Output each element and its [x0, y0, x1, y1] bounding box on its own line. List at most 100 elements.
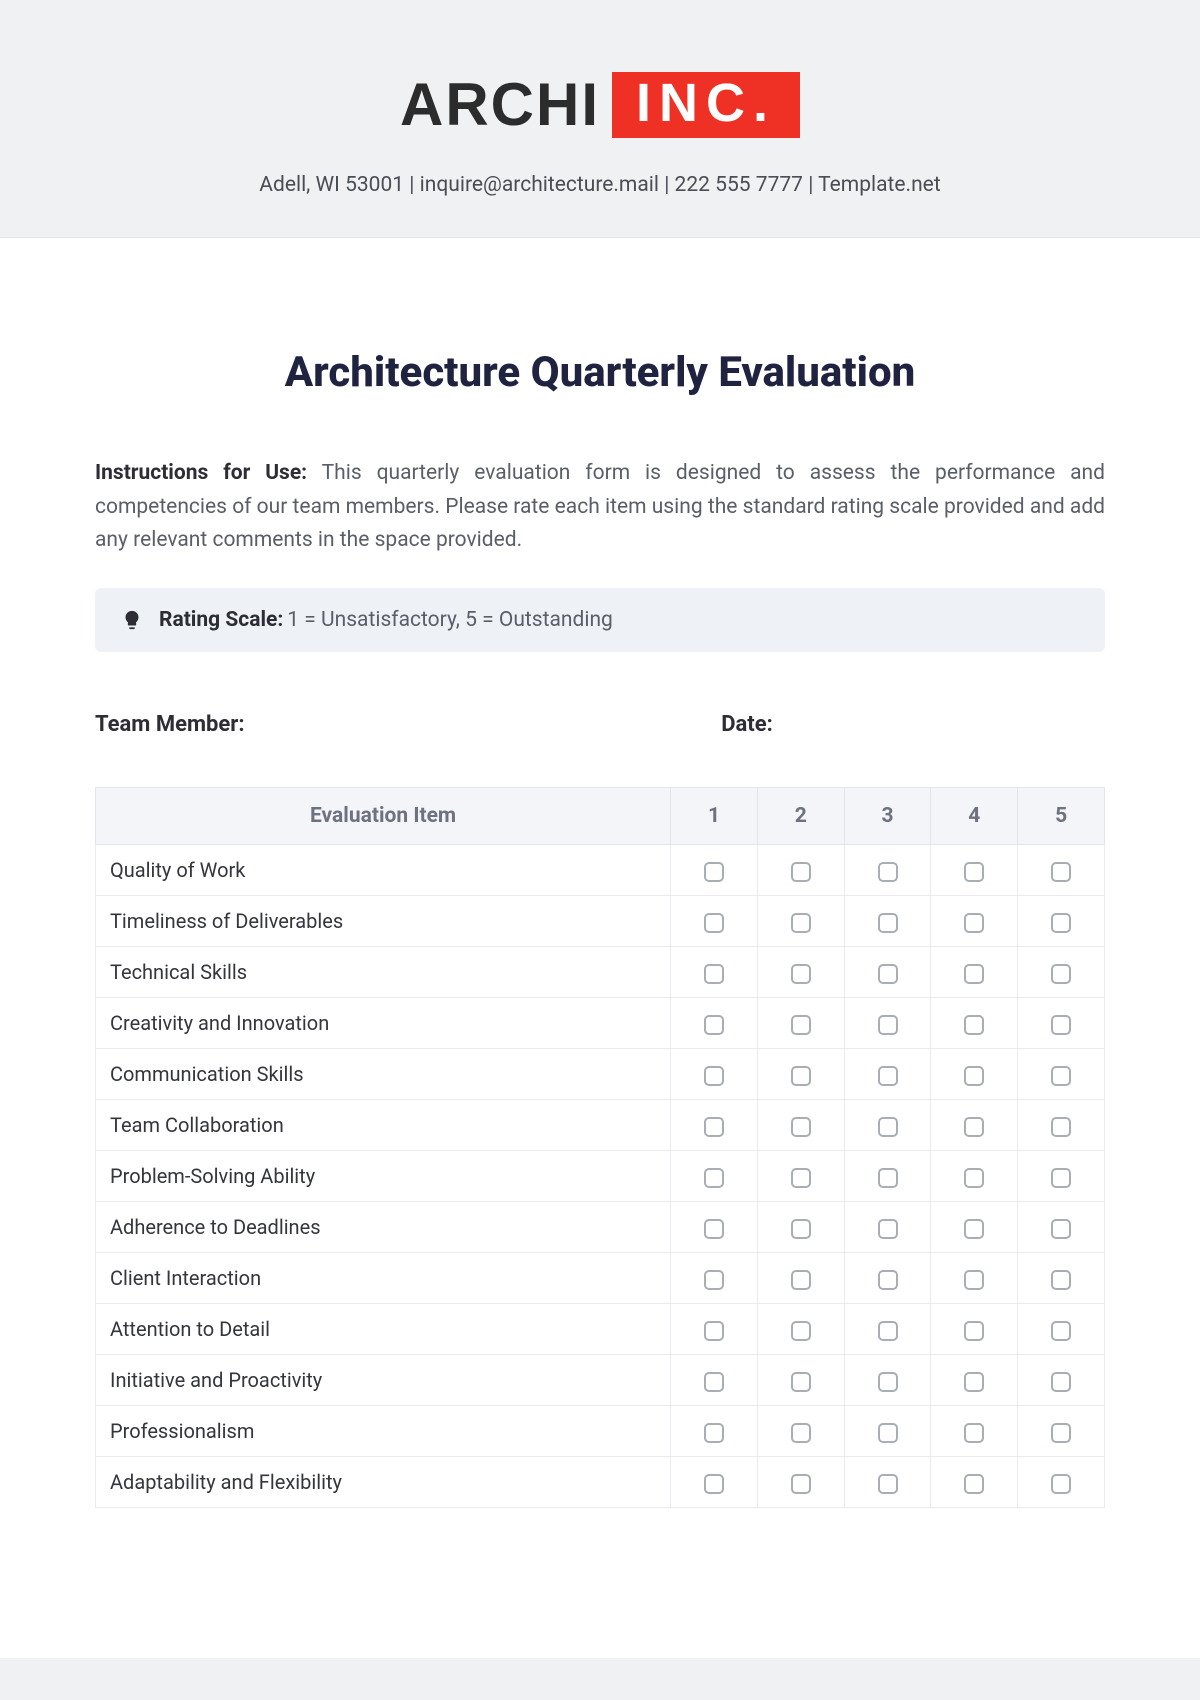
rating-checkbox[interactable]	[704, 964, 724, 984]
rating-checkbox[interactable]	[1051, 862, 1071, 882]
rating-checkbox[interactable]	[1051, 964, 1071, 984]
rating-checkbox[interactable]	[704, 1372, 724, 1392]
rating-checkbox[interactable]	[964, 862, 984, 882]
rating-checkbox[interactable]	[791, 1321, 811, 1341]
lightbulb-icon	[121, 609, 143, 631]
rating-checkbox[interactable]	[878, 964, 898, 984]
rating-checkbox[interactable]	[964, 1423, 984, 1443]
rating-checkbox[interactable]	[791, 1219, 811, 1239]
rating-checkbox[interactable]	[791, 1372, 811, 1392]
page-body: Architecture Quarterly Evaluation Instru…	[0, 238, 1200, 1658]
rating-checkbox[interactable]	[791, 862, 811, 882]
rating-checkbox[interactable]	[964, 1270, 984, 1290]
rating-checkbox[interactable]	[791, 1270, 811, 1290]
rating-checkbox[interactable]	[791, 1474, 811, 1494]
rating-checkbox[interactable]	[1051, 1372, 1071, 1392]
rating-checkbox[interactable]	[1051, 1168, 1071, 1188]
rating-checkbox[interactable]	[791, 913, 811, 933]
rating-checkbox[interactable]	[704, 1168, 724, 1188]
rating-cell	[931, 1048, 1018, 1099]
rating-cell	[671, 1150, 758, 1201]
rating-checkbox[interactable]	[878, 913, 898, 933]
rating-checkbox[interactable]	[1051, 1474, 1071, 1494]
rating-checkbox[interactable]	[878, 1168, 898, 1188]
rating-checkbox[interactable]	[791, 1015, 811, 1035]
rating-checkbox[interactable]	[704, 1423, 724, 1443]
table-row: Initiative and Proactivity	[96, 1354, 1105, 1405]
rating-checkbox[interactable]	[964, 1474, 984, 1494]
rating-checkbox[interactable]	[964, 1015, 984, 1035]
rating-cell	[844, 895, 931, 946]
rating-checkbox[interactable]	[1051, 1321, 1071, 1341]
rating-checkbox[interactable]	[878, 1372, 898, 1392]
rating-checkbox[interactable]	[704, 1117, 724, 1137]
rating-checkbox[interactable]	[878, 1066, 898, 1086]
rating-checkbox[interactable]	[964, 1321, 984, 1341]
rating-checkbox[interactable]	[1051, 1117, 1071, 1137]
rating-cell	[757, 1354, 844, 1405]
rating-scale-label: Rating Scale:	[159, 608, 283, 632]
rating-checkbox[interactable]	[878, 1219, 898, 1239]
rating-cell	[931, 946, 1018, 997]
rating-checkbox[interactable]	[704, 913, 724, 933]
table-row: Professionalism	[96, 1405, 1105, 1456]
separator: |	[664, 173, 674, 197]
evaluation-item-label: Communication Skills	[96, 1048, 671, 1099]
col-header-4: 4	[931, 787, 1018, 844]
rating-checkbox[interactable]	[878, 1321, 898, 1341]
rating-checkbox[interactable]	[878, 862, 898, 882]
evaluation-item-label: Client Interaction	[96, 1252, 671, 1303]
rating-cell	[1018, 1405, 1105, 1456]
rating-checkbox[interactable]	[1051, 1423, 1071, 1443]
rating-checkbox[interactable]	[878, 1270, 898, 1290]
rating-cell	[931, 1150, 1018, 1201]
rating-checkbox[interactable]	[1051, 1219, 1071, 1239]
rating-cell	[931, 844, 1018, 895]
rating-checkbox[interactable]	[704, 1474, 724, 1494]
page-title: Architecture Quarterly Evaluation	[95, 348, 1105, 397]
evaluation-item-label: Timeliness of Deliverables	[96, 895, 671, 946]
rating-checkbox[interactable]	[704, 1321, 724, 1341]
rating-checkbox[interactable]	[878, 1015, 898, 1035]
rating-checkbox[interactable]	[964, 1219, 984, 1239]
rating-checkbox[interactable]	[878, 1117, 898, 1137]
rating-cell	[1018, 1048, 1105, 1099]
rating-checkbox[interactable]	[704, 862, 724, 882]
rating-checkbox[interactable]	[964, 1168, 984, 1188]
rating-checkbox[interactable]	[964, 913, 984, 933]
rating-checkbox[interactable]	[1051, 913, 1071, 933]
evaluation-item-label: Initiative and Proactivity	[96, 1354, 671, 1405]
rating-checkbox[interactable]	[704, 1270, 724, 1290]
table-row: Quality of Work	[96, 844, 1105, 895]
rating-cell	[844, 1048, 931, 1099]
rating-checkbox[interactable]	[791, 1117, 811, 1137]
evaluation-item-label: Creativity and Innovation	[96, 997, 671, 1048]
rating-checkbox[interactable]	[964, 1372, 984, 1392]
rating-checkbox[interactable]	[791, 1423, 811, 1443]
rating-checkbox[interactable]	[964, 964, 984, 984]
rating-cell	[1018, 1303, 1105, 1354]
rating-checkbox[interactable]	[1051, 1270, 1071, 1290]
instructions-label: Instructions for Use:	[95, 461, 307, 485]
rating-checkbox[interactable]	[704, 1015, 724, 1035]
rating-checkbox[interactable]	[1051, 1066, 1071, 1086]
rating-cell	[1018, 1150, 1105, 1201]
rating-checkbox[interactable]	[704, 1066, 724, 1086]
rating-checkbox[interactable]	[704, 1219, 724, 1239]
separator: |	[808, 173, 818, 197]
rating-checkbox[interactable]	[878, 1423, 898, 1443]
rating-cell	[757, 1252, 844, 1303]
rating-checkbox[interactable]	[791, 1066, 811, 1086]
rating-cell	[757, 946, 844, 997]
rating-checkbox[interactable]	[1051, 1015, 1071, 1035]
rating-checkbox[interactable]	[791, 1168, 811, 1188]
rating-checkbox[interactable]	[878, 1474, 898, 1494]
rating-checkbox[interactable]	[964, 1066, 984, 1086]
table-row: Team Collaboration	[96, 1099, 1105, 1150]
rating-cell	[844, 1252, 931, 1303]
rating-checkbox[interactable]	[964, 1117, 984, 1137]
evaluation-item-label: Professionalism	[96, 1405, 671, 1456]
rating-checkbox[interactable]	[791, 964, 811, 984]
rating-cell	[671, 1048, 758, 1099]
logo-text-inc: INC.	[612, 72, 800, 138]
